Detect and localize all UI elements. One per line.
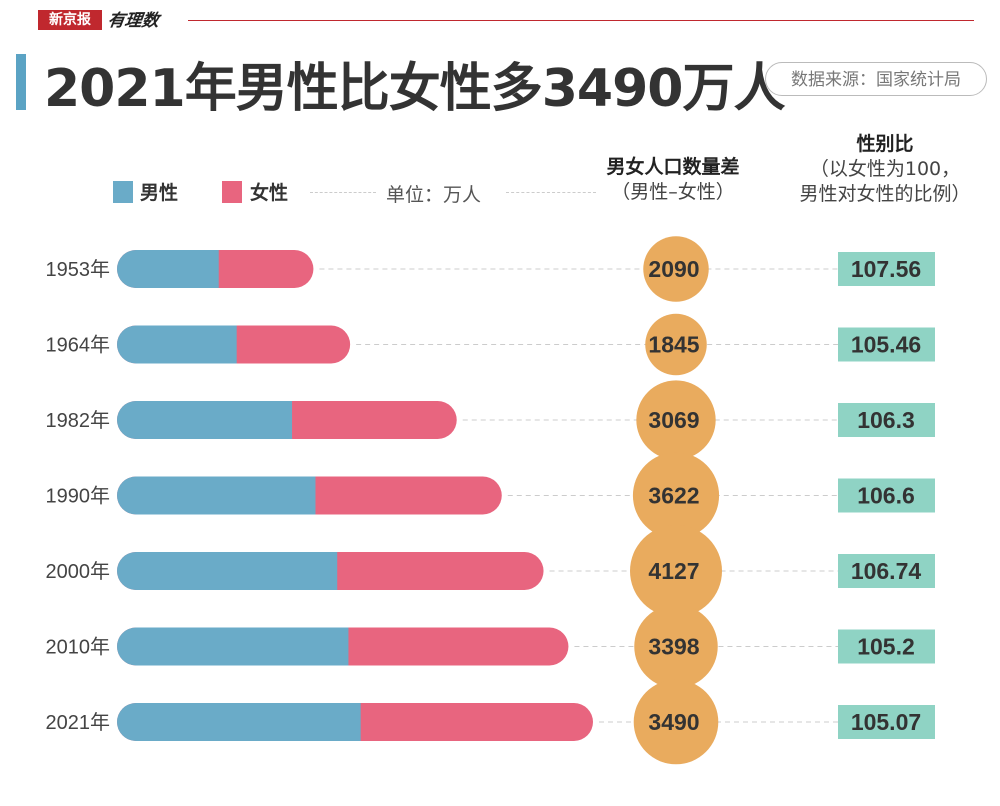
legend-divider-right [506, 192, 596, 193]
ratio-box [838, 478, 935, 513]
ratio-box [838, 705, 935, 739]
ratio-box [838, 327, 935, 362]
diff-value: 3622 [648, 483, 699, 509]
bar-male [117, 476, 316, 515]
ratio-value: 106.6 [857, 483, 915, 509]
diff-value: 1845 [648, 332, 699, 358]
ratio-value: 105.46 [851, 332, 921, 358]
diff-value: 3398 [648, 634, 699, 660]
year-label: 1990年 [46, 485, 111, 508]
bar-male [117, 401, 293, 439]
ratio-box [838, 554, 935, 588]
ratio-value: 105.2 [857, 634, 915, 660]
legend-female-label: 女性 [250, 182, 289, 204]
diff-column-header: 男女人口数量差 （男性–女性） [588, 155, 758, 205]
ratio-column-header: 性别比 （以女性为100， 男性对女性的比例） [770, 132, 1000, 207]
diff-value: 3490 [648, 709, 699, 735]
diff-bubble [630, 525, 722, 617]
data-source-badge: 数据来源：国家统计局 [765, 62, 987, 96]
year-label: 2021年 [46, 711, 111, 734]
diff-value: 2090 [648, 256, 699, 282]
page-title: 2021年男性比女性多3490万人 [44, 59, 785, 119]
header-rule [188, 20, 974, 21]
year-label: 2010年 [46, 636, 111, 659]
ratio-box [838, 629, 935, 664]
diff-header-sub: （男性–女性） [611, 181, 735, 203]
diff-bubble [634, 604, 718, 689]
ratio-box [838, 403, 935, 437]
year-label: 1964年 [46, 334, 111, 357]
title-accent-bar [16, 54, 26, 110]
ratio-header-sub1: （以女性为100， [809, 158, 961, 180]
diff-bubble [636, 380, 716, 460]
diff-bubble [645, 313, 707, 376]
year-label: 2000年 [46, 560, 111, 583]
legend-female-swatch [222, 181, 242, 203]
ratio-value: 106.74 [851, 558, 922, 584]
bar-male [117, 627, 349, 666]
diff-bubble [643, 236, 709, 302]
brand-logo: 新京报 [38, 10, 102, 30]
year-label: 1953年 [46, 258, 111, 281]
unit-label: 单位：万人 [386, 184, 482, 206]
bar-male [117, 325, 237, 364]
ratio-value: 107.56 [851, 256, 921, 282]
ratio-value: 105.07 [851, 709, 921, 735]
ratio-header-title: 性别比 [856, 133, 914, 155]
diff-bubble [633, 679, 719, 765]
legend-male-swatch [113, 181, 133, 203]
bar-male [117, 552, 338, 590]
diff-value: 3069 [648, 407, 699, 433]
ratio-value: 106.3 [857, 407, 915, 433]
diff-header-title: 男女人口数量差 [606, 156, 740, 178]
diff-value: 4127 [648, 558, 699, 584]
bar-male [117, 250, 219, 288]
legend-divider [310, 192, 376, 193]
bar-male [117, 703, 361, 741]
legend-male-label: 男性 [140, 182, 179, 204]
ratio-box [838, 252, 935, 286]
diff-bubble [632, 452, 720, 539]
year-label: 1982年 [46, 409, 111, 432]
ratio-header-sub2: 男性对女性的比例） [799, 183, 971, 205]
